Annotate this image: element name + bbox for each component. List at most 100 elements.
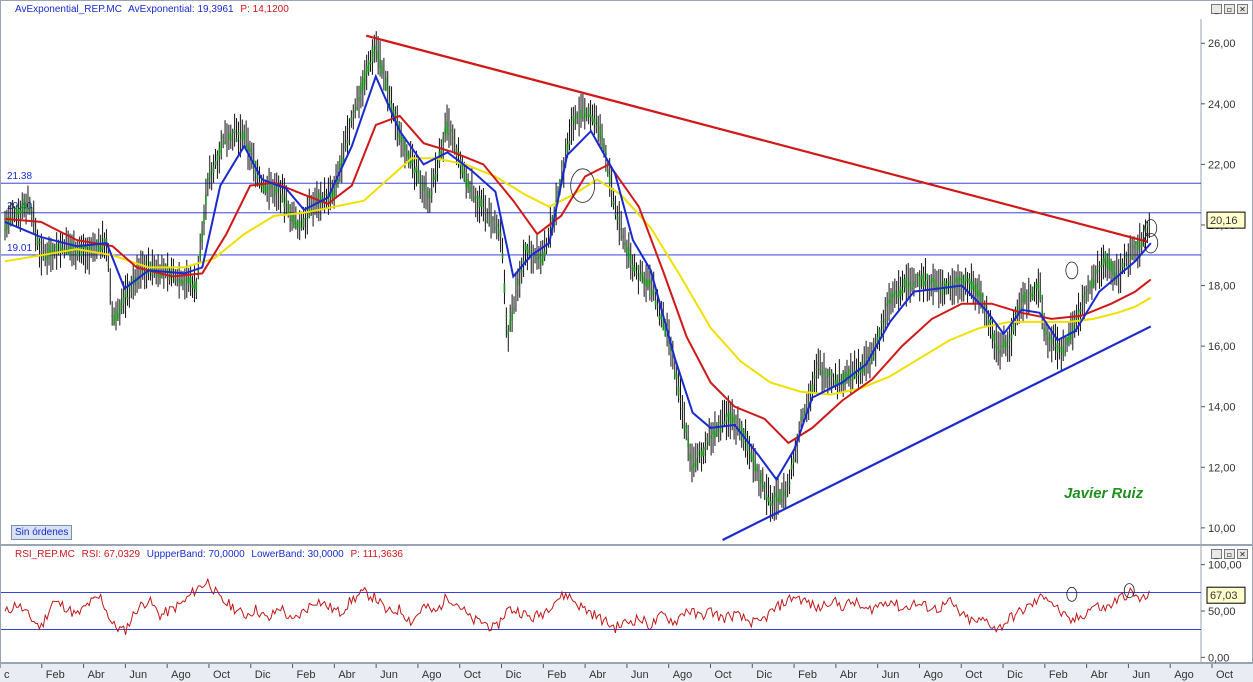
price-bar-body	[731, 413, 733, 426]
price-bar-body	[763, 484, 766, 488]
price-bar-body	[689, 453, 691, 460]
price-bar-body	[264, 185, 267, 193]
price-bar-body	[1102, 258, 1105, 266]
price-bar-body	[400, 133, 402, 143]
rsi-header: RSI_REP.MC RSI: 67,0329 UppperBand: 70,0…	[15, 549, 407, 560]
price-bar-body	[716, 424, 718, 437]
price-bar-body	[27, 197, 29, 200]
price-bar-body	[124, 289, 127, 298]
price-bar-body	[687, 437, 689, 448]
price-bar-body	[645, 279, 647, 286]
price-bar-body	[442, 137, 445, 142]
price-bar-body	[492, 217, 494, 220]
price-bar-body	[643, 276, 645, 285]
price-bar-body	[212, 167, 215, 173]
close-button[interactable]: ✕	[1237, 4, 1248, 14]
rsi-maximize-button[interactable]: ▫	[1224, 549, 1235, 559]
orders-button[interactable]: Sin órdenes	[11, 525, 73, 540]
price-bar-body	[974, 284, 976, 292]
price-bar-body	[32, 222, 35, 224]
price-bar-body	[656, 305, 659, 307]
price-bar-body	[97, 242, 100, 251]
price-bar-body	[662, 319, 665, 331]
price-chart-panel[interactable]: AvExponential_REP.MC AvExponential: 19,3…	[0, 0, 1253, 546]
minimize-button[interactable]: _	[1211, 4, 1222, 14]
price-bar-body	[748, 452, 751, 454]
price-bar-body	[1035, 283, 1038, 289]
price-bar-body	[451, 136, 454, 139]
resistance-trendline	[365, 34, 1148, 243]
price-bar-body	[75, 255, 77, 257]
price-bar-body	[691, 466, 693, 471]
price-bar-body	[534, 261, 536, 263]
price-bar-body	[863, 368, 866, 373]
price-bar-body	[130, 289, 133, 292]
rsi-value: RSI: 67,0329	[81, 549, 140, 560]
price-bar-body	[595, 125, 598, 128]
price-bar-body	[86, 245, 89, 248]
price-bar-body	[729, 411, 732, 424]
price-bar-body	[712, 429, 714, 435]
price-bar-body	[882, 326, 885, 329]
price-bar-body	[390, 103, 393, 113]
price-bar-body	[1064, 351, 1066, 353]
date-label: Dic	[255, 669, 271, 681]
price-bar-body	[683, 424, 686, 429]
rsi-chart-panel[interactable]: RSI_REP.MC RSI: 67,0329 UppperBand: 70,0…	[0, 545, 1253, 664]
price-bar-body	[761, 484, 764, 490]
price-bar-body	[622, 235, 624, 238]
price-bar-body	[855, 376, 858, 379]
price-bar-body	[901, 290, 904, 294]
date-label: Oct	[714, 669, 731, 681]
price-bar-body	[647, 279, 649, 289]
price-bar-body	[120, 305, 123, 308]
price-bar-body	[968, 278, 971, 285]
price-bar-body	[802, 416, 804, 418]
maximize-button[interactable]: ▫	[1224, 4, 1235, 14]
last-value-box	[1206, 211, 1246, 229]
date-label: Jun	[380, 669, 398, 681]
price-bar-body	[76, 247, 79, 257]
price-bar-body	[1087, 289, 1089, 292]
price-bar-body	[957, 276, 959, 286]
rsi-minimize-button[interactable]: _	[1211, 549, 1222, 559]
price-bar-body	[166, 266, 169, 272]
price-bar-body	[274, 185, 276, 195]
price-bar-body	[752, 455, 755, 462]
price-bar-body	[610, 190, 613, 193]
price-bar-body	[735, 416, 737, 419]
rsi-close-button[interactable]: ✕	[1237, 549, 1248, 559]
price-bar-body	[415, 166, 418, 173]
rsi-line	[4, 577, 1150, 635]
price-bar-body	[997, 346, 999, 350]
price-bar-body	[69, 243, 71, 255]
price-bar-body	[580, 109, 582, 119]
price-bar-body	[119, 302, 121, 315]
price-bar-body	[379, 59, 381, 68]
price-bar-body	[457, 151, 460, 155]
date-axis: c Feb Abr Jun Ago Oct Dic Feb Abr Jun Ago Oct Dic Feb…	[0, 663, 1253, 682]
price-bar-body	[513, 307, 515, 311]
price-bar-body	[1140, 240, 1143, 248]
price-bar-body	[721, 423, 724, 425]
annotation-circle	[570, 168, 596, 203]
price-bar-body	[251, 153, 253, 155]
price-bar-body	[174, 278, 177, 282]
price-bar-body	[425, 184, 427, 186]
price-bar-body	[1005, 341, 1007, 349]
price-bar-body	[1110, 261, 1112, 272]
price-bar-body	[830, 371, 833, 377]
price-bar-body	[319, 195, 322, 204]
price-bar-body	[1121, 262, 1124, 268]
price-bar-body	[195, 281, 198, 293]
price-bar-body	[279, 189, 282, 191]
price-bar-body	[746, 439, 749, 452]
price-bar-body	[29, 205, 31, 212]
price-bar-body	[453, 142, 456, 144]
symbol-label: AvExponential_REP.MC	[15, 4, 122, 15]
price-tick-label: 22,00	[1208, 159, 1236, 171]
price-bar-body	[719, 426, 722, 433]
price-bar-body	[333, 189, 335, 200]
price-bar-body	[995, 343, 998, 349]
price-bar-body	[710, 435, 712, 439]
